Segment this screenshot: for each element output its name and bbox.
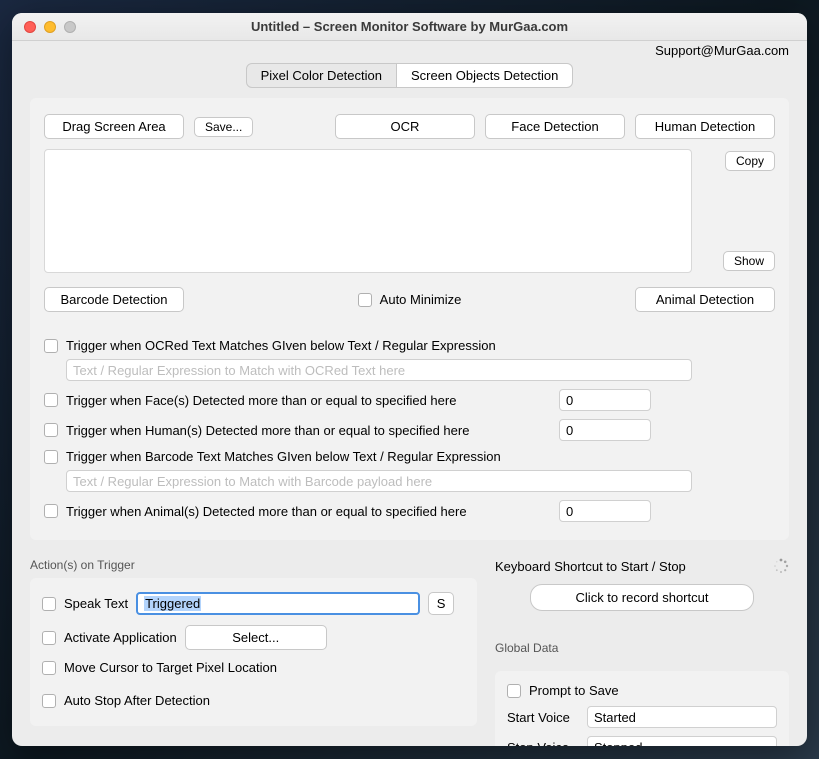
show-button[interactable]: Show (723, 251, 775, 271)
spinner-icon (773, 558, 789, 574)
main-panel: Drag Screen Area Save... OCR Face Detect… (30, 98, 789, 540)
titlebar: Untitled – Screen Monitor Software by Mu… (12, 13, 807, 41)
tab-pixel-color[interactable]: Pixel Color Detection (246, 63, 397, 88)
select-application-button[interactable]: Select... (185, 625, 327, 650)
trigger-face-checkbox[interactable] (44, 393, 58, 407)
trigger-face-label: Trigger when Face(s) Detected more than … (66, 393, 456, 408)
trigger-barcode-checkbox[interactable] (44, 450, 58, 464)
human-detection-button[interactable]: Human Detection (635, 114, 775, 139)
ocr-regex-input[interactable] (66, 359, 692, 381)
start-voice-label: Start Voice (507, 710, 579, 725)
speak-s-button[interactable]: S (428, 592, 454, 615)
speak-text-checkbox[interactable] (42, 597, 56, 611)
trigger-animal-label: Trigger when Animal(s) Detected more tha… (66, 504, 467, 519)
auto-minimize-label: Auto Minimize (380, 292, 462, 307)
close-icon[interactable] (24, 21, 36, 33)
trigger-barcode-label: Trigger when Barcode Text Matches GIven … (66, 449, 501, 464)
prompt-to-save-checkbox[interactable] (507, 684, 521, 698)
barcode-regex-input[interactable] (66, 470, 692, 492)
minimize-icon[interactable] (44, 21, 56, 33)
right-column: Keyboard Shortcut to Start / Stop Click … (495, 558, 789, 746)
trigger-animal-checkbox[interactable] (44, 504, 58, 518)
drag-screen-area-button[interactable]: Drag Screen Area (44, 114, 184, 139)
support-link[interactable]: Support@MurGaa.com (655, 43, 789, 58)
tab-screen-objects[interactable]: Screen Objects Detection (397, 63, 573, 88)
stop-voice-input[interactable] (587, 736, 777, 746)
zoom-icon[interactable] (64, 21, 76, 33)
trigger-ocr-label: Trigger when OCRed Text Matches GIven be… (66, 338, 496, 353)
speak-text-input[interactable]: Triggered (136, 592, 420, 615)
ocr-button[interactable]: OCR (335, 114, 475, 139)
activate-application-checkbox[interactable] (42, 631, 56, 645)
bottom-area: Action(s) on Trigger Speak Text Triggere… (30, 558, 789, 746)
start-voice-input[interactable] (587, 706, 777, 728)
shortcut-label: Keyboard Shortcut to Start / Stop (495, 559, 686, 574)
move-cursor-checkbox[interactable] (42, 661, 56, 675)
face-count-input[interactable] (559, 389, 651, 411)
record-shortcut-button[interactable]: Click to record shortcut (530, 584, 754, 611)
auto-stop-checkbox[interactable] (42, 694, 56, 708)
save-button[interactable]: Save... (194, 117, 253, 137)
barcode-detection-button[interactable]: Barcode Detection (44, 287, 184, 312)
output-textarea[interactable] (44, 149, 692, 273)
animal-detection-button[interactable]: Animal Detection (635, 287, 775, 312)
global-data-heading: Global Data (495, 641, 789, 655)
copy-button[interactable]: Copy (725, 151, 775, 171)
speak-text-label: Speak Text (64, 596, 128, 611)
human-count-input[interactable] (559, 419, 651, 441)
trigger-human-checkbox[interactable] (44, 423, 58, 437)
actions-heading: Action(s) on Trigger (30, 558, 477, 572)
animal-count-input[interactable] (559, 500, 651, 522)
trigger-ocr-checkbox[interactable] (44, 339, 58, 353)
actions-panel: Action(s) on Trigger Speak Text Triggere… (30, 558, 477, 746)
auto-stop-label: Auto Stop After Detection (64, 693, 210, 708)
activate-application-label: Activate Application (64, 630, 177, 645)
tab-segmented: Pixel Color Detection Screen Objects Det… (12, 63, 807, 88)
app-window: Untitled – Screen Monitor Software by Mu… (12, 13, 807, 746)
prompt-to-save-label: Prompt to Save (529, 683, 619, 698)
window-title: Untitled – Screen Monitor Software by Mu… (12, 19, 807, 34)
trigger-human-label: Trigger when Human(s) Detected more than… (66, 423, 469, 438)
move-cursor-label: Move Cursor to Target Pixel Location (64, 660, 277, 675)
face-detection-button[interactable]: Face Detection (485, 114, 625, 139)
stop-voice-label: Stop Voice (507, 740, 579, 747)
traffic-lights (12, 21, 76, 33)
output-area: Copy Show (44, 149, 775, 273)
auto-minimize-checkbox[interactable] (358, 293, 372, 307)
